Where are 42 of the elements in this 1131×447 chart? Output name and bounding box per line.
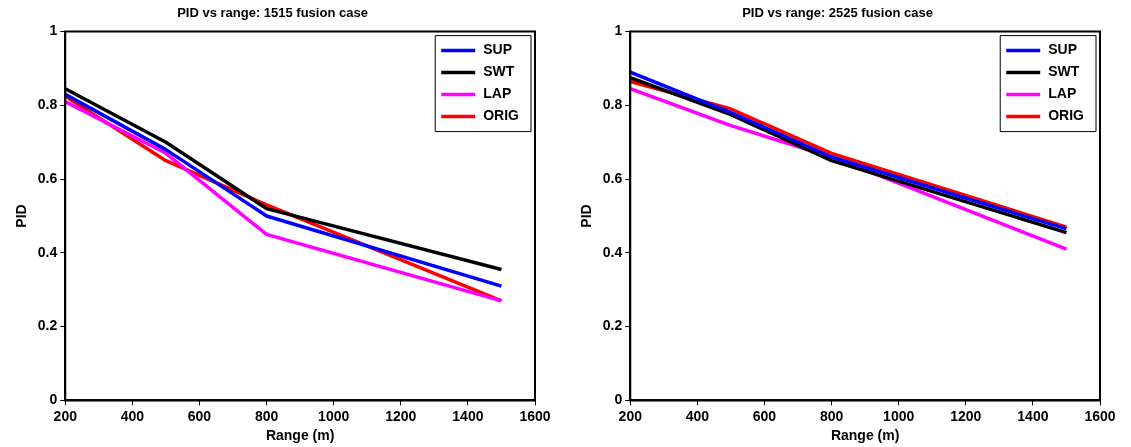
- x-tick-label: 200: [618, 407, 643, 424]
- chart-title: PID vs range: 2525 fusion case: [742, 5, 933, 21]
- y-tick-label: 0.6: [602, 169, 623, 186]
- x-axis-title: Range (m): [830, 427, 900, 444]
- legend-label: SUP: [483, 41, 513, 58]
- x-tick-label: 1200: [385, 407, 417, 424]
- x-tick-label: 1000: [318, 407, 350, 424]
- legend-label: ORIG: [483, 107, 520, 124]
- y-tick-label: 0.4: [37, 243, 58, 260]
- x-tick-label: 1400: [452, 407, 484, 424]
- y-tick-label: 0.8: [602, 96, 623, 113]
- y-axis-title: PID: [13, 204, 30, 228]
- y-tick-label: 0: [614, 391, 623, 408]
- y-axis-title: PID: [578, 204, 595, 228]
- y-tick-label: 0.2: [37, 317, 58, 334]
- y-tick-label: 1: [49, 22, 58, 39]
- x-tick-label: 200: [53, 407, 78, 424]
- x-tick-label: 600: [752, 407, 777, 424]
- x-tick-label: 1000: [883, 407, 915, 424]
- legend-label: LAP: [483, 85, 512, 102]
- x-tick-label: 800: [819, 407, 844, 424]
- x-tick-label: 1600: [1084, 407, 1116, 424]
- x-axis-title: Range (m): [265, 427, 335, 444]
- legend-label: ORIG: [1048, 107, 1085, 124]
- x-tick-label: 600: [187, 407, 212, 424]
- x-tick-label: 400: [685, 407, 710, 424]
- y-tick-label: 0.4: [602, 243, 623, 260]
- legend-label: SUP: [1048, 41, 1078, 58]
- chart-title: PID vs range: 1515 fusion case: [177, 5, 368, 21]
- x-tick-label: 1400: [1017, 407, 1049, 424]
- y-tick-label: 1: [614, 22, 623, 39]
- y-tick-label: 0.2: [602, 317, 623, 334]
- x-tick-label: 1200: [950, 407, 982, 424]
- x-tick-label: 800: [254, 407, 279, 424]
- y-tick-label: 0.8: [37, 96, 58, 113]
- y-tick-label: 0.6: [37, 169, 58, 186]
- legend-label: SWT: [483, 63, 515, 80]
- y-tick-label: 0: [49, 391, 58, 408]
- x-tick-label: 1600: [519, 407, 551, 424]
- legend-label: LAP: [1048, 85, 1077, 102]
- x-tick-label: 400: [120, 407, 145, 424]
- legend-label: SWT: [1048, 63, 1080, 80]
